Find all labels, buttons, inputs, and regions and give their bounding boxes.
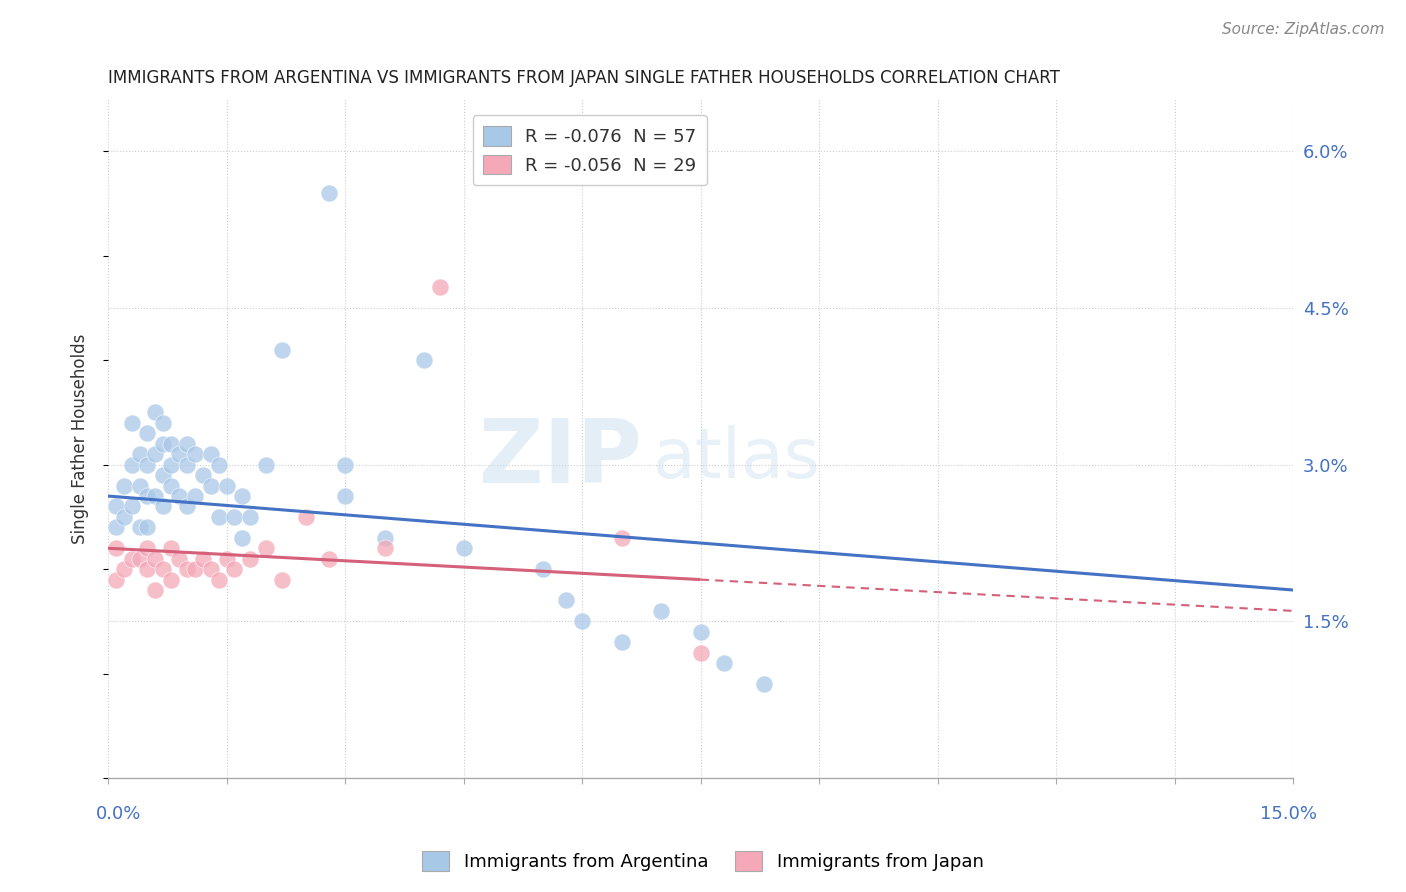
Point [121,551,143,566]
Point [152,562,174,576]
Point [650,604,672,618]
Point [752,677,775,691]
Point [152,416,174,430]
Point [318,186,340,201]
Point [112,510,135,524]
Point [413,353,436,368]
Point [136,458,159,472]
Legend: Immigrants from Argentina, Immigrants from Japan: Immigrants from Argentina, Immigrants fr… [415,844,991,879]
Point [294,510,316,524]
Point [104,520,127,534]
Point [254,458,277,472]
Point [270,573,292,587]
Point [121,500,143,514]
Point [112,478,135,492]
Point [184,562,207,576]
Point [136,562,159,576]
Point [215,551,238,566]
Point [531,562,554,576]
Point [145,582,167,597]
Point [200,447,222,461]
Point [104,500,127,514]
Point [610,635,633,649]
Point [160,478,183,492]
Point [104,573,127,587]
Text: atlas: atlas [654,425,821,492]
Point [160,541,183,556]
Text: 15.0%: 15.0% [1260,805,1317,823]
Point [104,541,127,556]
Point [160,437,183,451]
Point [254,541,277,556]
Point [112,562,135,576]
Point [191,551,214,566]
Point [429,280,451,294]
Text: 0.0%: 0.0% [96,805,142,823]
Point [152,500,174,514]
Point [128,447,150,461]
Point [152,437,174,451]
Point [239,510,262,524]
Point [318,551,340,566]
Point [215,478,238,492]
Point [333,489,356,503]
Point [152,468,174,483]
Point [176,562,198,576]
Y-axis label: Single Father Households: Single Father Households [72,334,89,544]
Point [128,478,150,492]
Point [160,573,183,587]
Point [145,405,167,419]
Point [231,531,253,545]
Point [136,426,159,441]
Point [136,541,159,556]
Point [224,510,246,524]
Text: ZIP: ZIP [478,416,641,502]
Point [167,551,190,566]
Point [167,447,190,461]
Point [207,458,229,472]
Point [610,531,633,545]
Point [374,541,396,556]
Point [207,573,229,587]
Point [270,343,292,357]
Point [184,489,207,503]
Point [176,458,198,472]
Point [136,489,159,503]
Point [333,458,356,472]
Text: IMMIGRANTS FROM ARGENTINA VS IMMIGRANTS FROM JAPAN SINGLE FATHER HOUSEHOLDS CORR: IMMIGRANTS FROM ARGENTINA VS IMMIGRANTS … [108,69,1060,87]
Point [453,541,475,556]
Point [128,551,150,566]
Point [200,478,222,492]
Point [231,489,253,503]
Point [239,551,262,566]
Point [200,562,222,576]
Point [121,416,143,430]
Point [224,562,246,576]
Point [160,458,183,472]
Legend: R = -0.076  N = 57, R = -0.056  N = 29: R = -0.076 N = 57, R = -0.056 N = 29 [472,115,707,186]
Point [191,468,214,483]
Point [121,458,143,472]
Point [176,500,198,514]
Point [713,656,735,670]
Point [207,510,229,524]
Point [689,646,711,660]
Point [145,447,167,461]
Point [176,437,198,451]
Point [555,593,578,607]
Point [145,489,167,503]
Text: Source: ZipAtlas.com: Source: ZipAtlas.com [1222,22,1385,37]
Point [689,624,711,639]
Point [571,615,593,629]
Point [184,447,207,461]
Point [374,531,396,545]
Point [145,551,167,566]
Point [167,489,190,503]
Point [128,520,150,534]
Point [136,520,159,534]
